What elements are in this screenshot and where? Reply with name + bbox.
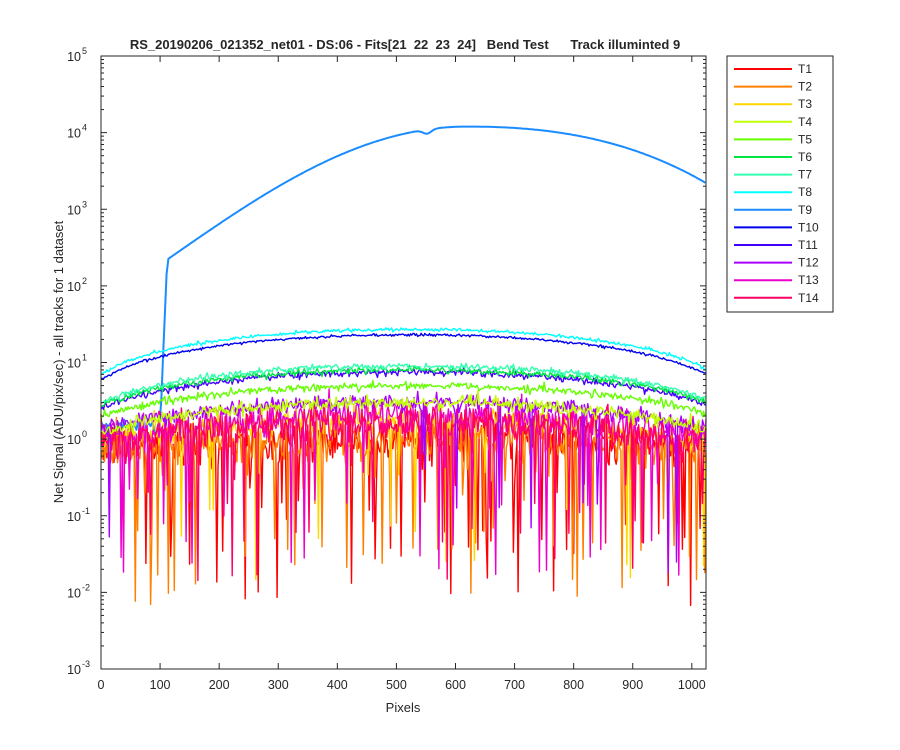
x-tick-label: 700 [504,678,525,692]
legend-item-t4[interactable]: T4 [734,115,812,129]
legend-label: T6 [798,150,812,164]
x-tick-label: 900 [622,678,643,692]
x-tick-label: 800 [563,678,584,692]
legend-item-t7[interactable]: T7 [734,168,812,182]
legend-item-t8[interactable]: T8 [734,185,812,199]
legend-label: T1 [798,62,812,76]
legend-label: T8 [798,185,812,199]
series-line-t3 [100,397,707,581]
legend-item-t6[interactable]: T6 [734,150,812,164]
y-tick-label: 10 [67,280,81,294]
series-line-t7 [100,362,707,404]
x-axis: 0 100 200 300 400 500 600 700 800 900 1000 [98,56,706,692]
y-tick-label: 10 [67,433,81,447]
x-tick-label: 600 [445,678,466,692]
chart-title: RS_20190206_021352_net01 - DS:06 - Fits[… [130,37,680,52]
legend-label: T14 [798,291,819,305]
legend-label: T3 [798,97,812,111]
x-tick-label: 1000 [678,678,706,692]
series-line-t14 [100,396,707,582]
legend-label: T4 [798,115,812,129]
x-tick-label: 200 [209,678,230,692]
x-tick-label: 500 [386,678,407,692]
legend-item-t2[interactable]: T2 [734,80,812,94]
y-tick-exponent: -1 [82,506,90,516]
y-tick-exponent: 2 [82,276,87,286]
y-tick-label: 10 [67,203,81,217]
legend-item-t10[interactable]: T10 [734,220,819,234]
legend-label: T10 [798,220,819,234]
legend-item-t5[interactable]: T5 [734,132,812,146]
series-line-t5 [100,379,707,419]
series-line-t8 [100,327,707,375]
x-tick-label: 400 [327,678,348,692]
y-tick-exponent: 4 [82,123,87,133]
legend-item-t12[interactable]: T12 [734,256,819,270]
series-line-t4 [100,389,707,435]
y-tick-exponent: 1 [82,353,87,363]
legend-label: T7 [798,168,812,182]
legend-box [726,55,834,313]
x-tick-label: 100 [150,678,171,692]
x-tick-label: 0 [98,678,105,692]
series-layer [100,125,707,607]
legend-item-t11[interactable]: T11 [734,238,818,252]
legend-item-t13[interactable]: T13 [734,273,819,287]
series-line-t10 [100,332,707,380]
y-tick-exponent: -2 [82,582,90,592]
y-tick-exponent: 5 [82,46,87,56]
series-line-t9 [100,125,706,439]
y-tick-label: 10 [67,663,81,677]
y-tick-label: 10 [67,357,81,371]
legend-item-t9[interactable]: T9 [734,203,812,217]
x-axis-label: Pixels [386,700,421,715]
legend-label: T11 [798,238,818,252]
y-axis-label: Net Signal (ADU/pix/sec) - all tracks fo… [51,220,66,503]
x-tick-label: 300 [268,678,289,692]
series-line-t11 [100,367,707,411]
y-tick-label: 10 [67,50,81,64]
legend-item-t1[interactable]: T1 [734,62,812,76]
y-tick-label: 10 [67,586,81,600]
legend-label: T12 [798,256,819,270]
series-line-t6 [100,364,707,408]
legend[interactable]: T1 T2 T3 T4 T5 T6 T7 T8 T9 T10 T11 T12 T13 T14 [726,55,834,313]
legend-label: T9 [798,203,812,217]
y-tick-exponent: 3 [82,199,87,209]
y-tick-label: 10 [67,127,81,141]
y-tick-label: 10 [67,510,81,524]
legend-item-t3[interactable]: T3 [734,97,812,111]
y-tick-exponent: -3 [82,659,90,669]
legend-item-t14[interactable]: T14 [734,291,819,305]
y-tick-exponent: 0 [82,429,87,439]
legend-label: T2 [798,80,812,94]
legend-label: T5 [798,132,812,146]
legend-label: T13 [798,273,819,287]
plot-frame [100,55,707,670]
